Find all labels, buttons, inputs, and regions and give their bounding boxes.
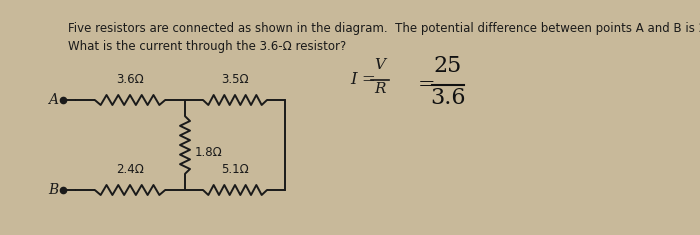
Text: V: V [374,58,386,72]
Text: What is the current through the 3.6-Ω resistor?: What is the current through the 3.6-Ω re… [68,40,346,53]
Text: I =: I = [350,71,376,89]
Text: 3.5Ω: 3.5Ω [221,73,248,86]
Text: 5.1Ω: 5.1Ω [221,163,249,176]
Text: 2.4Ω: 2.4Ω [116,163,144,176]
Text: R: R [374,82,386,96]
Text: 1.8Ω: 1.8Ω [195,146,223,160]
Text: 25: 25 [434,55,462,77]
Text: Five resistors are connected as shown in the diagram.  The potential difference : Five resistors are connected as shown in… [68,22,700,35]
Text: 3.6Ω: 3.6Ω [116,73,144,86]
Text: =: = [418,75,435,94]
Text: A: A [48,93,58,107]
Text: B: B [48,183,58,197]
Text: 3.6: 3.6 [430,87,466,109]
